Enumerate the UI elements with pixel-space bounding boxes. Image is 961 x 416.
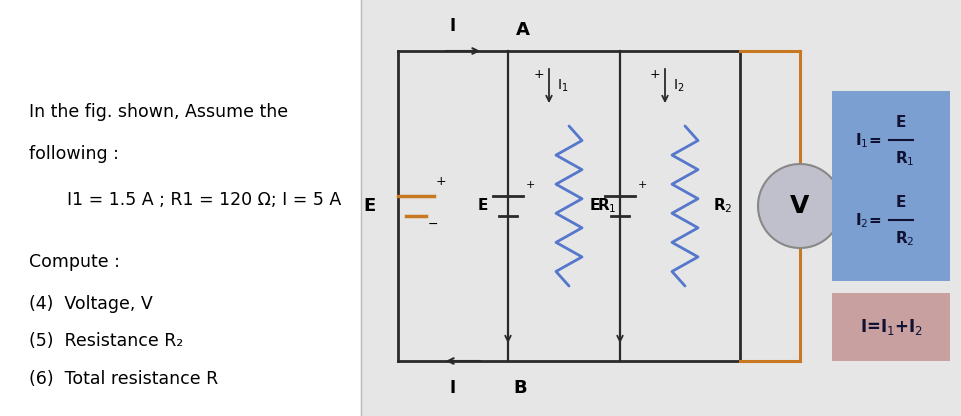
Text: E: E: [363, 197, 376, 215]
Text: R$_2$: R$_2$: [895, 229, 914, 248]
Text: E: E: [895, 115, 905, 130]
Text: I=I$_1$+I$_2$: I=I$_1$+I$_2$: [858, 317, 922, 337]
Text: E: E: [589, 198, 600, 213]
Bar: [831, 293, 949, 361]
Text: +: +: [532, 68, 543, 81]
Text: R$_1$: R$_1$: [895, 149, 914, 168]
Text: I$_1$=: I$_1$=: [854, 131, 880, 150]
Text: E: E: [895, 195, 905, 210]
Text: +: +: [649, 68, 659, 81]
Bar: [360, 0, 961, 416]
Text: (4)  Voltage, V: (4) Voltage, V: [29, 295, 153, 313]
Text: In the fig. shown, Assume the: In the fig. shown, Assume the: [29, 103, 287, 121]
Text: I1 = 1.5 A ; R1 = 120 Ω; I = 5 A: I1 = 1.5 A ; R1 = 120 Ω; I = 5 A: [67, 191, 341, 209]
Text: following :: following :: [29, 145, 118, 163]
Text: R$_2$: R$_2$: [712, 197, 732, 215]
Text: B: B: [512, 379, 526, 397]
Circle shape: [757, 164, 841, 248]
Text: I$_2$=: I$_2$=: [854, 211, 880, 230]
Text: I: I: [450, 17, 456, 35]
Text: I$_2$: I$_2$: [673, 78, 683, 94]
Text: −: −: [428, 218, 438, 231]
Bar: [0, 0, 360, 416]
Text: (5)  Resistance R₂: (5) Resistance R₂: [29, 332, 183, 350]
Text: +: +: [526, 180, 535, 190]
Text: E: E: [477, 198, 487, 213]
Text: I$_1$: I$_1$: [556, 78, 568, 94]
Text: +: +: [435, 175, 446, 188]
Text: (6)  Total resistance R: (6) Total resistance R: [29, 369, 218, 388]
Bar: [831, 91, 949, 281]
Text: V: V: [790, 194, 809, 218]
Text: A: A: [515, 21, 530, 39]
Text: I: I: [450, 379, 456, 397]
Text: Compute :: Compute :: [29, 253, 119, 271]
Text: +: +: [637, 180, 647, 190]
Text: R$_1$: R$_1$: [597, 197, 616, 215]
